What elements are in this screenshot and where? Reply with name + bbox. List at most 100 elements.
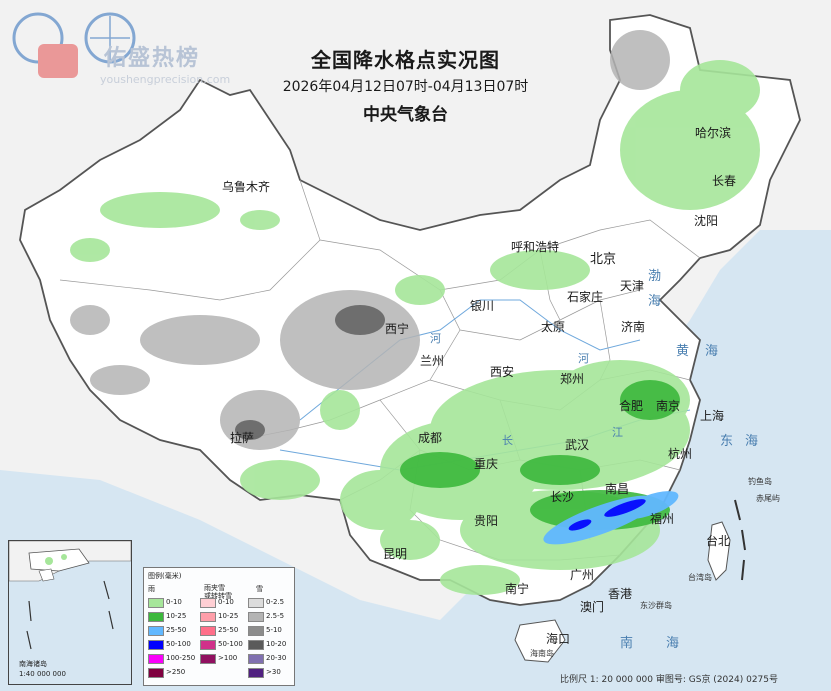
legend-swatch-rain-0: [148, 598, 164, 608]
map-footer: 比例尺 1: 20 000 000 审图号: GS京 (2024) 0275号: [560, 675, 779, 685]
legend-swatch-mixed-4: [200, 654, 216, 664]
watermark-url: youshengprecision.com: [100, 73, 231, 86]
inset-map: [8, 540, 132, 650]
legend-swatch-snow-4: [248, 654, 264, 664]
legend-mixed-label: 雨夹雪 或转转雪: [204, 584, 232, 600]
legend-text-snow-3: 10-20: [266, 640, 287, 648]
legend-snow-label: 雪: [256, 585, 263, 593]
city-lanzhou: 兰州: [420, 354, 445, 368]
city-haikou: 海口: [546, 632, 571, 646]
river-label-chang: 长: [502, 434, 513, 447]
legend-swatch-snow-0: [248, 598, 264, 608]
river-label-he: 河: [430, 332, 441, 345]
legend-text-snow-2: 5-10: [266, 626, 282, 634]
city-chongqing: 重庆: [474, 457, 499, 471]
sea-bohai-1: 渤: [648, 269, 662, 284]
map-period: 2026年04月12日07时-04月13日07时: [282, 79, 529, 95]
label-diaoyu: 钓鱼岛: [748, 477, 772, 486]
legend-swatch-mixed-3: [200, 640, 216, 650]
sea-donghai-1: 东: [720, 434, 734, 449]
city-hangzhou: 杭州: [668, 447, 693, 461]
snow-heavy: [235, 305, 385, 440]
snow-areas: [70, 30, 670, 450]
city-shijiazhuang: 石家庄: [567, 290, 604, 304]
legend-swatch-rain-5: [148, 668, 164, 678]
legend-swatch-snow-1: [248, 612, 264, 622]
label-taiwan: 台湾岛: [688, 573, 712, 582]
legend-swatch-rain-4: [148, 654, 164, 664]
sea-nanhai-2: 海: [666, 636, 680, 651]
city-shenyang: 沈阳: [694, 214, 719, 228]
legend-swatch-mixed-1: [200, 612, 216, 622]
river-label-jiang: 江: [612, 426, 623, 439]
city-tianjin: 天津: [620, 279, 645, 293]
legend-text-rain-1: 10-25: [166, 612, 187, 620]
city-nanchang: 南昌: [605, 482, 630, 496]
watermark-name: 佑盛热榜: [104, 46, 201, 71]
city-taiyuan: 太原: [541, 320, 566, 334]
legend-text-rain-5: >250: [166, 668, 186, 676]
city-fuzhou: 福州: [650, 512, 675, 526]
legend-swatch-snow-5: [248, 668, 264, 678]
legend-text-rain-4: 100-250: [166, 654, 196, 662]
taiwan-island: [707, 521, 731, 581]
city-wuhan: 武汉: [565, 438, 590, 452]
map-title: 全国降水格点实况图: [311, 48, 500, 72]
legend-swatch-mixed-2: [200, 626, 216, 636]
legend-text-snow-5: >30: [266, 668, 281, 676]
city-hefei: 合肥: [619, 399, 644, 413]
sea-nanhai-1: 南: [620, 636, 634, 651]
city-macau: 澳门: [580, 600, 605, 614]
south-china-sea-inset: 南海诸岛 1:40 000 000: [8, 540, 132, 685]
legend-swatch-rain-1: [148, 612, 164, 622]
city-zhengzhou: 郑州: [560, 372, 585, 386]
city-lhasa: 拉萨: [230, 431, 255, 445]
city-yinchuan: 银川: [470, 299, 495, 313]
legend-text-rain-2: 25-50: [166, 626, 187, 634]
legend-text-mixed-4: >100: [218, 654, 238, 662]
label-chiwei: 赤尾屿: [756, 494, 780, 503]
inset-label: 南海诸岛: [19, 660, 47, 668]
city-chengdu: 成都: [418, 431, 443, 445]
city-hohhot: 呼和浩特: [511, 240, 560, 254]
legend-text-snow-4: 20-30: [266, 654, 287, 662]
sea-huanghai-1: 黄: [676, 344, 690, 359]
city-urumqi: 乌鲁木齐: [222, 180, 271, 194]
legend-swatch-rain-3: [148, 640, 164, 650]
label-hainan: 海南岛: [530, 649, 554, 658]
legend-swatch-mixed-0: [200, 598, 216, 608]
watermark-logo: [12, 12, 136, 78]
city-nanning: 南宁: [505, 582, 530, 596]
legend-text-rain-0: 0-10: [166, 598, 182, 606]
city-beijing: 北京: [590, 252, 617, 267]
legend-text-snow-0: 0-2.5: [266, 598, 285, 606]
city-hongkong: 香港: [608, 587, 633, 601]
rain-storm: [568, 499, 646, 531]
sea-huanghai-2: 海: [705, 344, 719, 359]
city-harbin: 哈尔滨: [695, 126, 732, 140]
legend-text-snow-1: 2.5-5: [266, 612, 285, 620]
sea-donghai-2: 海: [745, 434, 759, 449]
city-shanghai: 上海: [700, 409, 725, 423]
city-kunming: 昆明: [383, 547, 408, 561]
map-agency: 中央气象台: [363, 105, 448, 125]
city-xining: 西宁: [385, 322, 410, 336]
nine-dash-line: [734, 499, 746, 581]
hainan-island: [514, 619, 566, 663]
legend-text-mixed-0: 0-10: [218, 598, 234, 606]
city-guangzhou: 广州: [570, 568, 595, 582]
city-guiyang: 贵阳: [474, 514, 499, 528]
legend-text-mixed-1: 10-25: [218, 612, 239, 620]
legend-text-rain-3: 50-100: [166, 640, 191, 648]
legend-text-mixed-2: 25-50: [218, 626, 239, 634]
city-xian: 西安: [490, 365, 515, 379]
city-nanjing: 南京: [656, 399, 681, 413]
city-jinan: 济南: [621, 320, 646, 334]
city-changchun: 长春: [712, 174, 737, 188]
inset-scale: 1:40 000 000: [19, 670, 66, 678]
legend-swatch-snow-2: [248, 626, 264, 636]
sea-bohai-2: 海: [648, 294, 662, 309]
legend-swatch-snow-3: [248, 640, 264, 650]
city-taipei: 台北: [706, 534, 731, 548]
